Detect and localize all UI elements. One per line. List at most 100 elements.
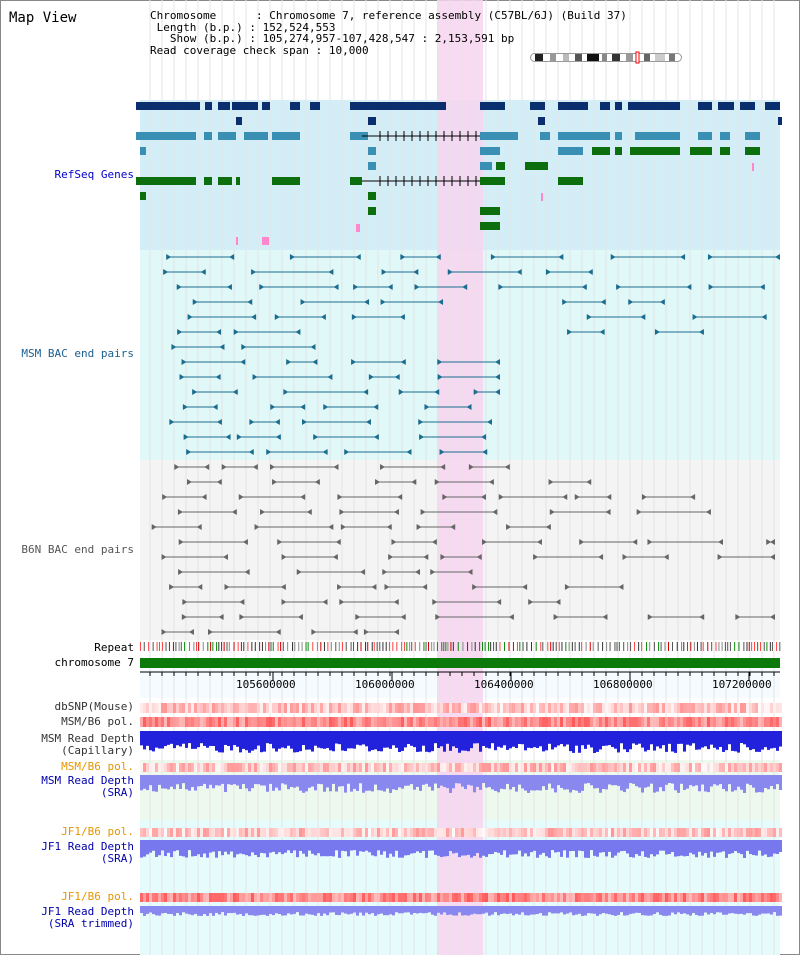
read-depth-bar [284,775,287,785]
read-depth-bar [713,775,716,785]
read-depth-bar [185,840,188,858]
heat-cell [707,893,710,902]
heat-cell [635,763,638,772]
heat-cell [731,763,734,772]
read-depth-bar [341,906,344,913]
read-depth-bar [581,840,584,852]
heat-cell [728,703,731,713]
repeat-mark [687,642,689,651]
read-depth-bar [293,906,296,914]
repeat-mark [228,642,230,651]
read-depth-bar [266,840,269,858]
read-depth-bar [149,906,152,913]
track-label-jf1-read-depth[interactable]: JF1 Read Depth (SRA) [10,841,134,865]
track-label-msm-read-depth-sra[interactable]: MSM Read Depth (SRA) [10,775,134,799]
track-label-dbsnp[interactable]: dbSNP(Mouse) [54,700,134,713]
heat-cell [140,893,143,902]
heat-cell [596,893,599,902]
read-depth-bar [323,840,326,857]
heat-cell [290,893,293,902]
heat-cell [740,828,743,837]
heat-cell [164,828,167,837]
heat-cell [509,893,512,902]
heat-cell [470,763,473,772]
gene-mark [541,193,543,201]
bac-end-mark [473,389,479,395]
heat-cell [680,717,683,727]
heat-cell [386,828,389,837]
repeat-mark [565,642,567,651]
heat-cell [458,703,461,713]
bac-end-mark [300,494,306,500]
track-label-jf1-read-depth-trimmed[interactable]: JF1 Read Depth (SRA trimmed) [10,906,134,930]
heat-cell [461,763,464,772]
gene-exon [290,102,300,110]
heat-cell [281,893,284,902]
heat-cell [242,763,245,772]
track-label-msm-read-depth-capillary[interactable]: MSM Read Depth (Capillary) [10,733,134,757]
chromosome-ideogram[interactable] [530,51,685,66]
read-depth-bar [434,775,437,784]
track-label-repeat[interactable]: Repeat [94,641,134,654]
gene-exon [140,147,146,155]
heat-cell [626,828,629,837]
track-label-msm-bac[interactable]: MSM BAC end pairs [21,347,134,360]
heat-cell [245,717,248,727]
track-label-jf1-b6-pol-2[interactable]: JF1/B6 pol. [61,890,134,903]
read-depth-bar [191,731,194,749]
repeat-mark [757,642,759,651]
heat-cell [623,828,626,837]
read-depth-bar [614,840,617,856]
repeat-mark [552,642,554,651]
bac-end-mark [431,539,437,545]
read-depth-bar [752,775,755,788]
read-depth-bar [140,840,143,858]
heat-cell [779,703,782,713]
repeat-mark [664,642,666,651]
heat-cell [656,717,659,727]
read-depth-bar [425,775,428,784]
bac-end-mark [204,464,210,470]
heat-cell [689,893,692,902]
read-depth-bar [443,906,446,913]
heat-cell [164,717,167,727]
heat-cell [617,763,620,772]
track-label-jf1-b6-pol[interactable]: JF1/B6 pol. [61,825,134,838]
heat-cell [770,893,773,902]
bac-end-mark [581,284,587,290]
heat-cell [377,828,380,837]
heat-cell [683,703,686,713]
heat-cell [668,828,671,837]
track-label-b6n-bac[interactable]: B6N BAC end pairs [21,543,134,556]
bac-end-mark [495,389,500,395]
heat-cell [320,893,323,902]
read-depth-bar [419,840,422,853]
repeat-mark [237,642,239,651]
heat-cell [473,828,476,837]
read-depth-bar [539,731,542,747]
track-label-msm-b6-pol-2[interactable]: MSM/B6 pol. [61,760,134,773]
heat-cell [575,893,578,902]
bac-end-mark [528,599,534,605]
repeat-mark [223,642,225,651]
bac-end-mark [286,359,292,365]
read-depth-bar [713,731,716,748]
heat-cell [548,828,551,837]
heat-cell [689,717,692,727]
heat-cell [170,763,173,772]
repeat-mark [221,642,223,651]
heat-cell [461,717,464,727]
heat-cell [251,828,254,837]
heat-cell [257,763,260,772]
read-depth-bar [686,775,689,789]
repeat-mark [277,642,279,651]
bac-end-mark [355,254,361,260]
track-label-refseq[interactable]: RefSeq Genes [54,168,134,181]
heat-cell [599,893,602,902]
read-depth-bar [770,731,773,749]
repeat-mark [602,642,604,651]
heat-cell [617,893,620,902]
track-label-msm-b6-pol[interactable]: MSM/B6 pol. [61,715,134,728]
bac-end-mark [498,284,504,290]
heat-cell [671,893,674,902]
